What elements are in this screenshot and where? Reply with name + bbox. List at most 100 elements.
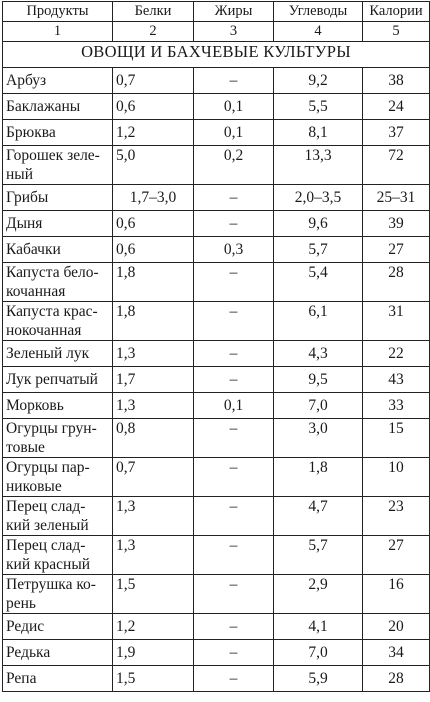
product-name-line: Редис bbox=[6, 618, 45, 635]
protein-value: 1,7–3,0 bbox=[112, 184, 194, 211]
table-row: Редис 1,2–4,1 20 bbox=[2, 613, 430, 640]
product-name-line: Кабачки bbox=[6, 241, 61, 258]
protein-value: 0,6 bbox=[112, 236, 194, 263]
product-name-line: кий зеленый bbox=[6, 517, 89, 534]
protein-value: 1,8 bbox=[112, 262, 194, 302]
calories-value: 23 bbox=[362, 496, 430, 536]
calories-value: 27 bbox=[362, 236, 430, 263]
carbs-value: 4,7 bbox=[273, 496, 363, 536]
table-row: Кабачки 0,6 0,3 5,7 27 bbox=[2, 236, 430, 263]
column-number-row: 1 2 3 4 5 bbox=[2, 21, 430, 42]
column-number: 5 bbox=[362, 21, 430, 42]
product-name-line: Перец слад- bbox=[6, 537, 86, 554]
header-protein: Белки bbox=[112, 1, 194, 22]
carbs-value: 6,1 bbox=[273, 301, 363, 341]
table-row: Баклажаны 0,6 0,1 5,5 24 bbox=[2, 93, 430, 120]
protein-value: 0,6 bbox=[112, 210, 194, 237]
header-calories: Калории bbox=[362, 1, 430, 22]
product-name: Огурцы пар-никовые bbox=[2, 457, 113, 497]
protein-value: 1,8 bbox=[112, 301, 194, 341]
product-name: Перец слад-кий красный bbox=[2, 535, 113, 575]
carbs-value: 5,9 bbox=[273, 665, 363, 692]
fat-value: – bbox=[193, 210, 274, 237]
table-row: Дыня 0,6–9,6 39 bbox=[2, 210, 430, 237]
product-name-line: Зеленый лук bbox=[6, 345, 90, 362]
protein-value: 1,3 bbox=[112, 535, 194, 575]
table-row: Зеленый лук 1,3–4,3 22 bbox=[2, 340, 430, 367]
protein-value: 0,6 bbox=[112, 93, 194, 120]
carbs-value: 8,1 bbox=[273, 119, 363, 146]
protein-value: 1,3 bbox=[112, 496, 194, 536]
product-name-line: никовые bbox=[6, 478, 62, 495]
header-row: Продукты Белки Жиры Углеводы Калории bbox=[2, 1, 430, 22]
product-name-line: Лук репчатый bbox=[6, 371, 98, 388]
product-name: Дыня bbox=[2, 210, 113, 237]
column-number: 3 bbox=[193, 21, 274, 42]
header-carbs: Углеводы bbox=[273, 1, 363, 22]
table-row: Перец слад-кий зеленый 1,3–4,7 23 bbox=[2, 496, 430, 536]
table-row: Арбуз 0,7–9,2 38 bbox=[2, 67, 430, 94]
fat-value: – bbox=[193, 535, 274, 575]
carbs-value: 9,2 bbox=[273, 67, 363, 94]
calories-value: 31 bbox=[362, 301, 430, 341]
calories-value: 16 bbox=[362, 574, 430, 614]
table-row: Грибы 1,7–3,0–2,0–3,5 25–31 bbox=[2, 184, 430, 211]
product-name-line: Капуста бело- bbox=[6, 264, 99, 281]
protein-value: 0,8 bbox=[112, 418, 194, 458]
header-fat: Жиры bbox=[193, 1, 274, 22]
fat-value: 0,1 bbox=[193, 119, 274, 146]
protein-value: 1,3 bbox=[112, 340, 194, 367]
calories-value: 22 bbox=[362, 340, 430, 367]
calories-value: 10 bbox=[362, 457, 430, 497]
table-row: Огурцы пар-никовые 0,7–1,8 10 bbox=[2, 457, 430, 497]
product-name: Грибы bbox=[2, 184, 113, 211]
calories-value: 37 bbox=[362, 119, 430, 146]
table-row: Репа 1,5–5,9 28 bbox=[2, 665, 430, 692]
protein-value: 0,7 bbox=[112, 457, 194, 497]
carbs-value: 4,3 bbox=[273, 340, 363, 367]
product-name: Капуста крас-нокочанная bbox=[2, 301, 113, 341]
calories-value: 25–31 bbox=[362, 184, 430, 211]
table-row: Брюква 1,2 0,1 8,1 37 bbox=[2, 119, 430, 146]
product-name: Петрушка ко-рень bbox=[2, 574, 113, 614]
carbs-value: 7,0 bbox=[273, 392, 363, 419]
carbs-value: 5,4 bbox=[273, 262, 363, 302]
product-name-line: товые bbox=[6, 439, 45, 456]
protein-value: 1,3 bbox=[112, 392, 194, 419]
calories-value: 72 bbox=[362, 145, 430, 185]
fat-value: – bbox=[193, 418, 274, 458]
calories-value: 28 bbox=[362, 262, 430, 302]
product-name: Баклажаны bbox=[2, 93, 113, 120]
table-row: Лук репчатый 1,7–9,5 43 bbox=[2, 366, 430, 393]
carbs-value: 9,6 bbox=[273, 210, 363, 237]
product-name-line: кий красный bbox=[6, 556, 91, 573]
product-name-line: ный bbox=[6, 166, 34, 183]
fat-value: 0,2 bbox=[193, 145, 274, 185]
carbs-value: 7,0 bbox=[273, 639, 363, 666]
product-name: Перец слад-кий зеленый bbox=[2, 496, 113, 536]
product-name-line: Брюква bbox=[6, 124, 56, 141]
fat-value: – bbox=[193, 665, 274, 692]
carbs-value: 3,0 bbox=[273, 418, 363, 458]
fat-value: – bbox=[193, 301, 274, 341]
product-name: Редис bbox=[2, 613, 113, 640]
product-name-line: рень bbox=[6, 595, 36, 612]
protein-value: 1,9 bbox=[112, 639, 194, 666]
nutrition-table: Продукты Белки Жиры Углеводы Калории 1 2… bbox=[2, 1, 430, 692]
product-name-line: Перец слад- bbox=[6, 498, 86, 515]
calories-value: 43 bbox=[362, 366, 430, 393]
table-row: Капуста бело-кочанная 1,8–5,4 28 bbox=[2, 262, 430, 302]
fat-value: 0,3 bbox=[193, 236, 274, 263]
carbs-value: 1,8 bbox=[273, 457, 363, 497]
product-name-line: нокочанная bbox=[6, 322, 82, 339]
table-row: Петрушка ко-рень 1,5–2,9 16 bbox=[2, 574, 430, 614]
table-row: Горошек зеле-ный 5,0 0,2 13,3 72 bbox=[2, 145, 430, 185]
section-row: ОВОЩИ И БАХЧЕВЫЕ КУЛЬТУРЫ bbox=[2, 41, 430, 68]
calories-value: 39 bbox=[362, 210, 430, 237]
carbs-value: 13,3 bbox=[273, 145, 363, 185]
section-title: ОВОЩИ И БАХЧЕВЫЕ КУЛЬТУРЫ bbox=[2, 41, 430, 68]
fat-value: – bbox=[193, 613, 274, 640]
fat-value: – bbox=[193, 262, 274, 302]
table-body: ОВОЩИ И БАХЧЕВЫЕ КУЛЬТУРЫ Арбуз 0,7–9,2 38… bbox=[2, 41, 430, 692]
